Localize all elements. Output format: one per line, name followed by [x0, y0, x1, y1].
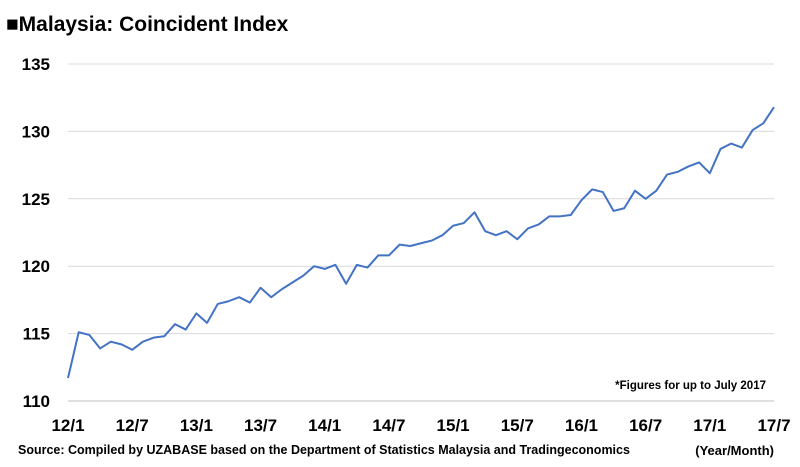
x-tick-label: 15/7	[501, 416, 534, 435]
x-tick-label: 15/1	[437, 416, 470, 435]
x-tick-label: 14/7	[372, 416, 405, 435]
x-tick-label: 17/1	[693, 416, 726, 435]
y-tick-label: 135	[22, 55, 50, 74]
x-axis-ticks: 12/1 12/7 13/1 13/7 14/1 14/7 15/1 15/7 16/1 16/7…	[51, 416, 790, 435]
y-tick-label: 130	[22, 122, 50, 141]
y-axis-ticks: 110 115 120 125 130 135	[22, 55, 50, 411]
y-tick-label: 125	[22, 190, 50, 209]
y-tick-label: 115	[23, 325, 50, 344]
x-tick-label: 12/1	[51, 416, 84, 435]
y-tick-label: 110	[23, 392, 50, 411]
source-caption: Source: Compiled by UZABASE based on the…	[18, 443, 630, 457]
chart-note: *Figures for up to July 2017	[615, 380, 766, 392]
x-tick-label: 13/7	[244, 416, 277, 435]
series-line	[67, 106, 775, 379]
gridlines	[68, 63, 774, 402]
y-tick-label: 120	[22, 257, 50, 276]
x-tick-label: 17/7	[757, 416, 790, 435]
x-tick-label: 14/1	[308, 416, 341, 435]
x-tick-label: 12/7	[116, 416, 149, 435]
chart-title: ■Malaysia: Coincident Index	[6, 13, 289, 36]
x-tick-label: 16/7	[629, 416, 662, 435]
series-layer	[67, 106, 775, 379]
x-axis-label: (Year/Month)	[695, 443, 774, 458]
x-tick-label: 13/1	[180, 416, 213, 435]
x-tick-label: 16/1	[565, 416, 598, 435]
